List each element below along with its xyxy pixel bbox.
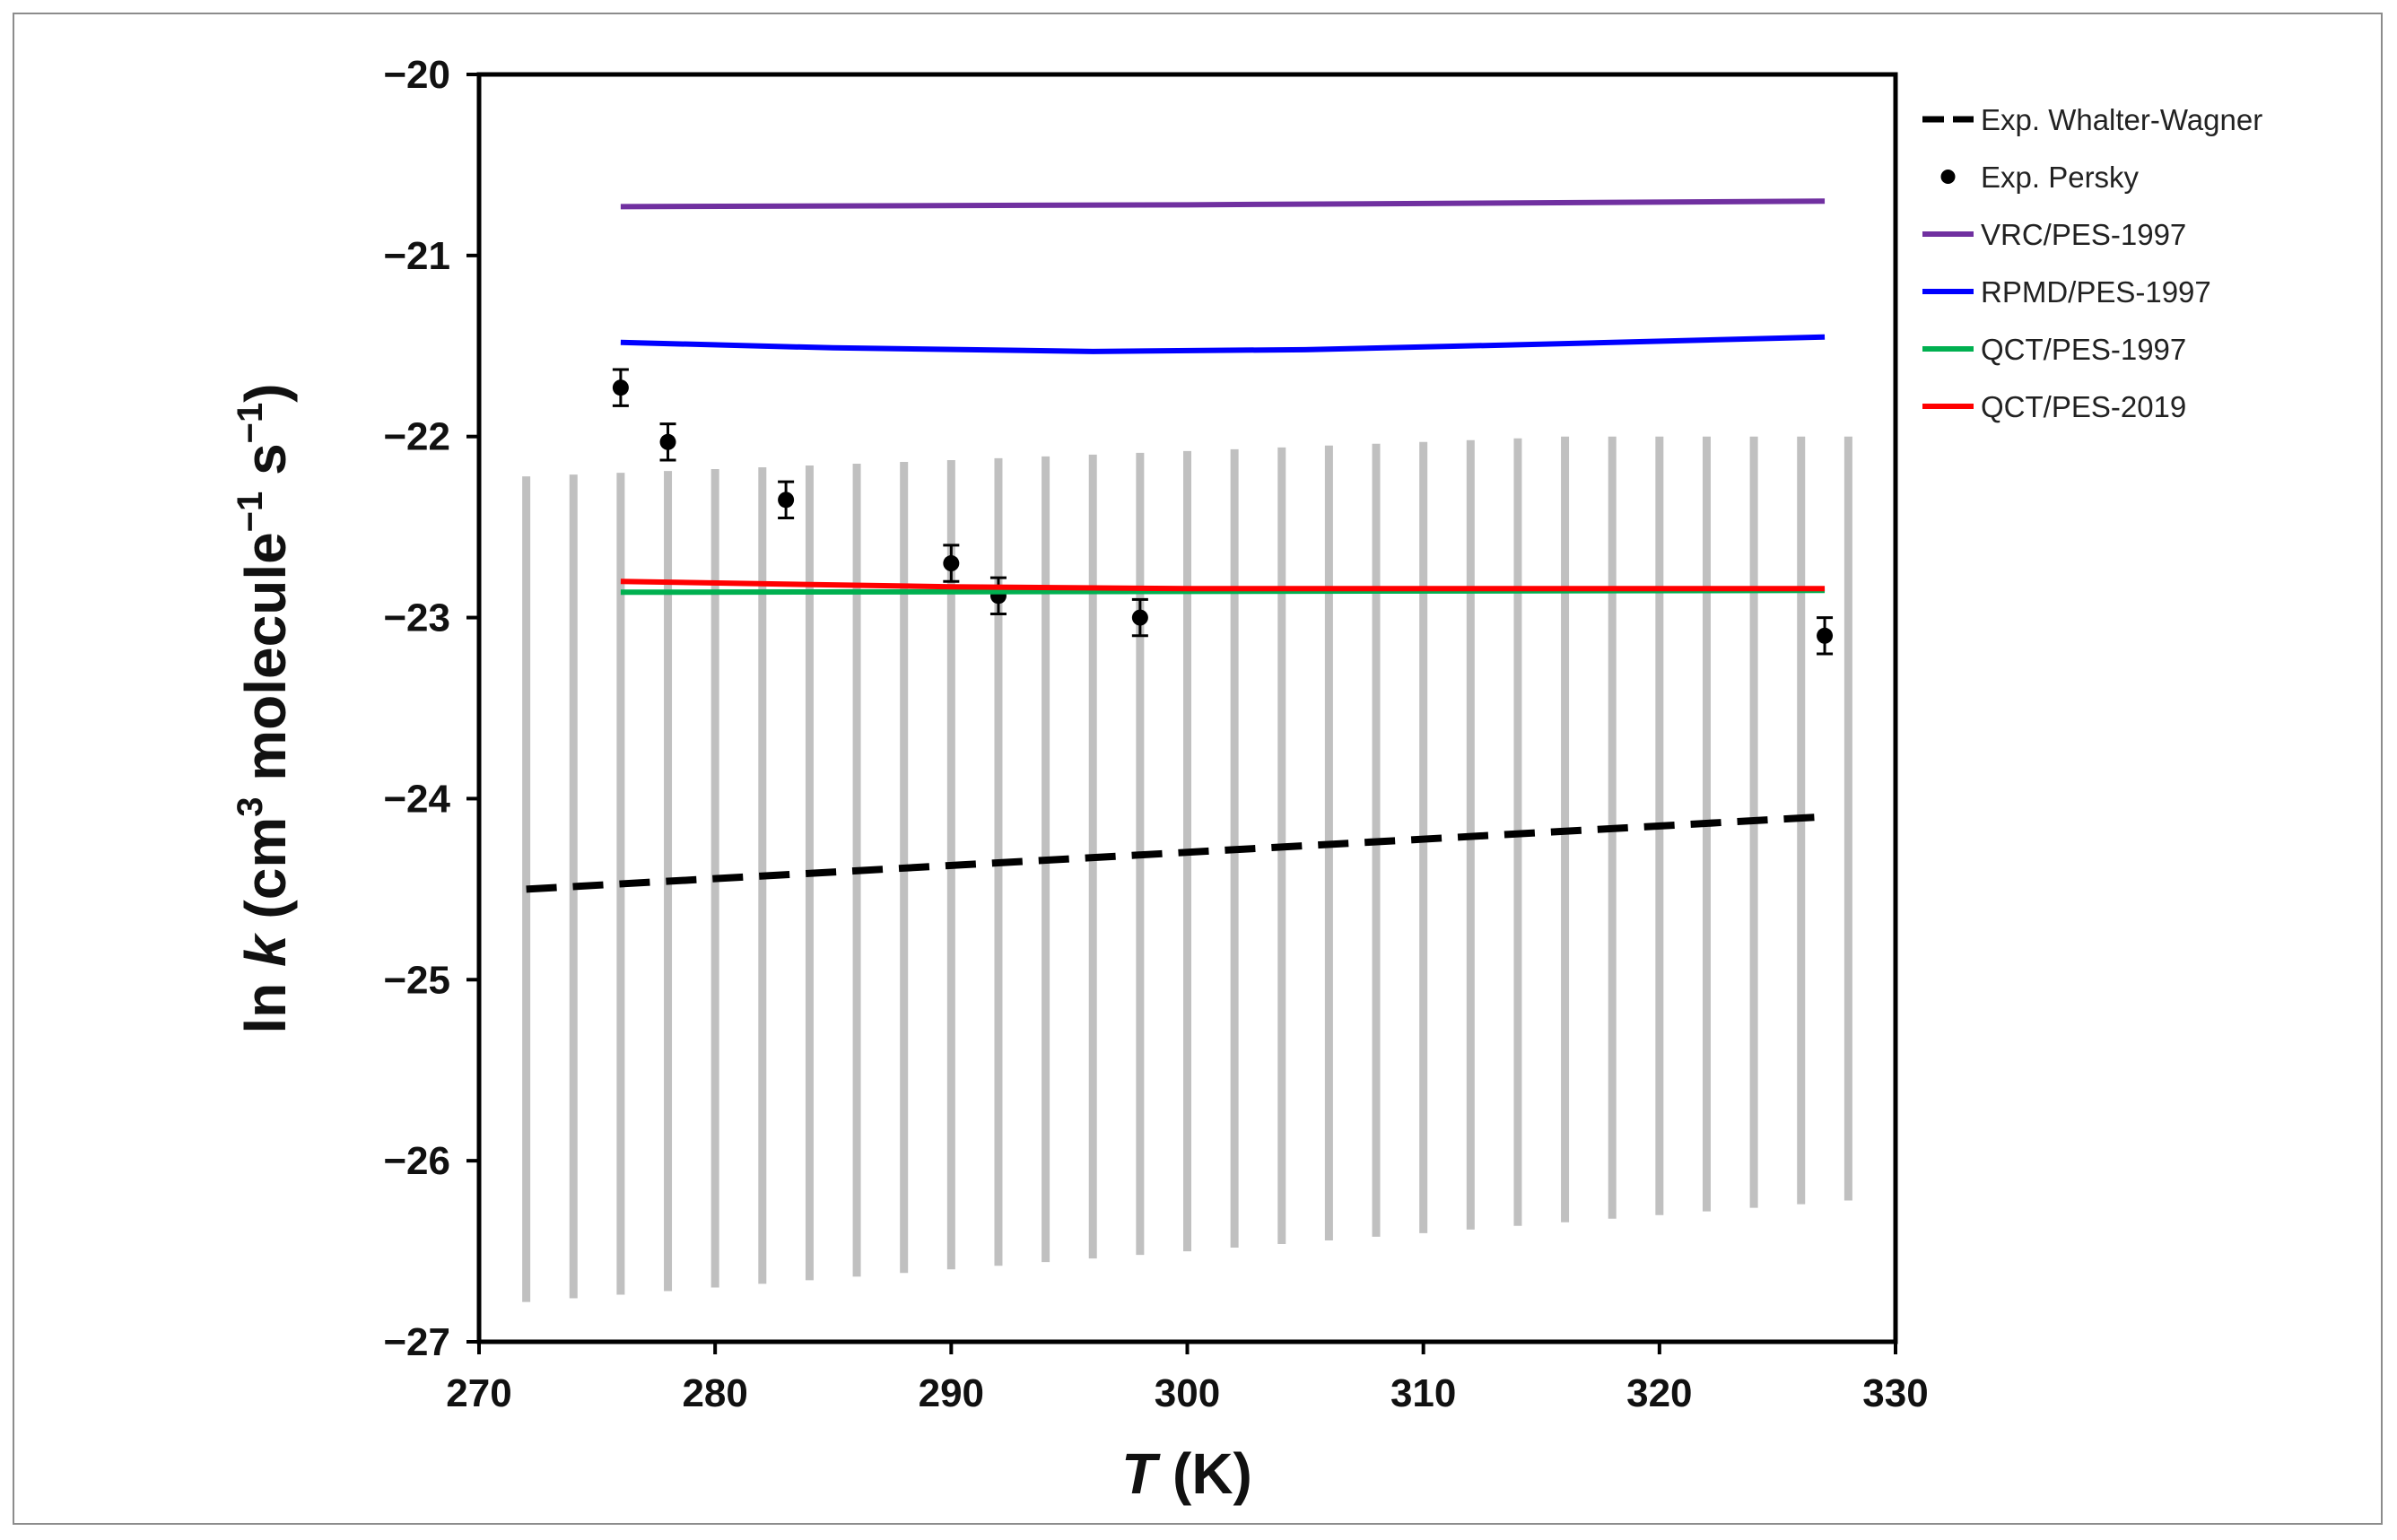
data-point (1817, 627, 1834, 644)
legend-label: VRC/PES-1997 (1981, 218, 2186, 251)
y-axis-title: ln k (cm3 molecule−1 s−1) (231, 383, 298, 1033)
data-point (943, 555, 960, 572)
y-tick-label: −25 (383, 958, 450, 1002)
legend: Exp. Whalter-Wagner Exp. Persky VRC/PES-19… (1922, 103, 2262, 423)
axis-ticks: 270 280 290 300 310 320 330 −20 −21 −22 −23 −24 −25 −… (383, 53, 1928, 1415)
figure-frame (13, 13, 2383, 1525)
legend-label: Exp. Whalter-Wagner (1981, 103, 2262, 136)
data-point (778, 492, 795, 509)
uncertainty-band (522, 436, 1852, 1302)
y-tick-label: −20 (383, 53, 450, 97)
series-line-5 (620, 579, 1826, 592)
y-tick-label: −22 (383, 415, 450, 459)
data-point (659, 433, 676, 450)
data-point (612, 379, 629, 396)
legend-label: Exp. Persky (1981, 161, 2140, 194)
legend-label: QCT/PES-2019 (1981, 390, 2186, 423)
series-layer (526, 198, 1834, 893)
y-tick-label: −26 (383, 1139, 450, 1183)
y-tick-label: −27 (383, 1320, 450, 1364)
x-tick-label: 310 (1390, 1371, 1456, 1415)
x-tick-label: 330 (1862, 1371, 1928, 1415)
y-tick-label: −21 (383, 234, 450, 278)
x-tick-label: 280 (682, 1371, 747, 1415)
x-axis-title: T (K) (1121, 1441, 1252, 1506)
legend-marker (1940, 170, 1956, 184)
series-line-2 (620, 198, 1826, 210)
data-point (1131, 609, 1148, 626)
legend-label: RPMD/PES-1997 (1981, 275, 2211, 309)
x-tick-label: 300 (1155, 1371, 1220, 1415)
y-tick-label: −23 (383, 596, 450, 640)
series-line-0 (526, 813, 1826, 893)
x-tick-label: 320 (1626, 1371, 1692, 1415)
series-line-3 (620, 334, 1826, 354)
legend-label: QCT/PES-1997 (1981, 333, 2186, 366)
y-tick-label: −24 (383, 777, 450, 821)
x-tick-label: 290 (919, 1371, 984, 1415)
x-tick-label: 270 (446, 1371, 511, 1415)
